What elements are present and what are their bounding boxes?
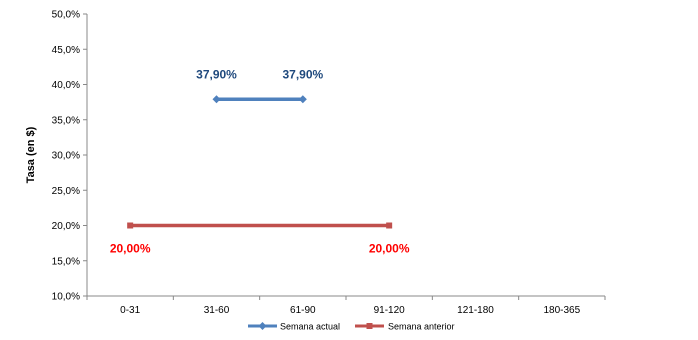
legend-item: Semana actual xyxy=(248,322,340,332)
y-axis-title: Tasa (en $) xyxy=(25,126,37,183)
data-label: 37,90% xyxy=(282,67,323,81)
data-point xyxy=(366,323,373,329)
data-point xyxy=(127,222,134,229)
y-tick-label: 20,0% xyxy=(52,221,80,232)
y-tick-label: 45,0% xyxy=(52,45,80,56)
y-tick-label: 25,0% xyxy=(52,186,80,197)
data-label: 20,00% xyxy=(369,242,410,256)
y-tick-label: 15,0% xyxy=(52,256,80,267)
axes: 10,0% 15,0% 20,0% 25,0% 30,0% 35,0% 40,0% 45,0%… xyxy=(25,10,606,316)
data-label: 37,90% xyxy=(196,67,237,81)
series-semana-anterior: 20,00% 20,00% xyxy=(110,222,410,256)
x-tick-label: 61-90 xyxy=(290,305,316,316)
series-layer: 37,90% 37,90% 20,00% 20,00% xyxy=(110,67,410,255)
x-tick-label: 91-120 xyxy=(374,305,406,316)
y-tick-label: 30,0% xyxy=(52,151,80,162)
data-point xyxy=(298,95,307,104)
legend-item: Semana anterior xyxy=(355,322,455,332)
series-semana-actual: 37,90% 37,90% xyxy=(196,67,324,104)
legend-label: Semana anterior xyxy=(388,322,455,332)
legend-label: Semana actual xyxy=(280,322,340,332)
x-tick-label: 121-180 xyxy=(457,305,494,316)
y-tick-label: 40,0% xyxy=(52,80,80,91)
data-label: 20,00% xyxy=(110,242,151,256)
legend: Semana actual Semana anterior xyxy=(248,322,455,332)
x-tick-label: 180-365 xyxy=(543,305,580,316)
y-tick-label: 35,0% xyxy=(52,115,80,126)
x-tick-label: 31-60 xyxy=(204,305,230,316)
x-tick-label: 0-31 xyxy=(120,305,140,316)
data-point xyxy=(258,322,267,330)
data-point xyxy=(386,222,393,229)
y-tick-label: 10,0% xyxy=(52,292,80,303)
data-point xyxy=(212,95,221,104)
y-tick-label: 50,0% xyxy=(52,10,80,21)
